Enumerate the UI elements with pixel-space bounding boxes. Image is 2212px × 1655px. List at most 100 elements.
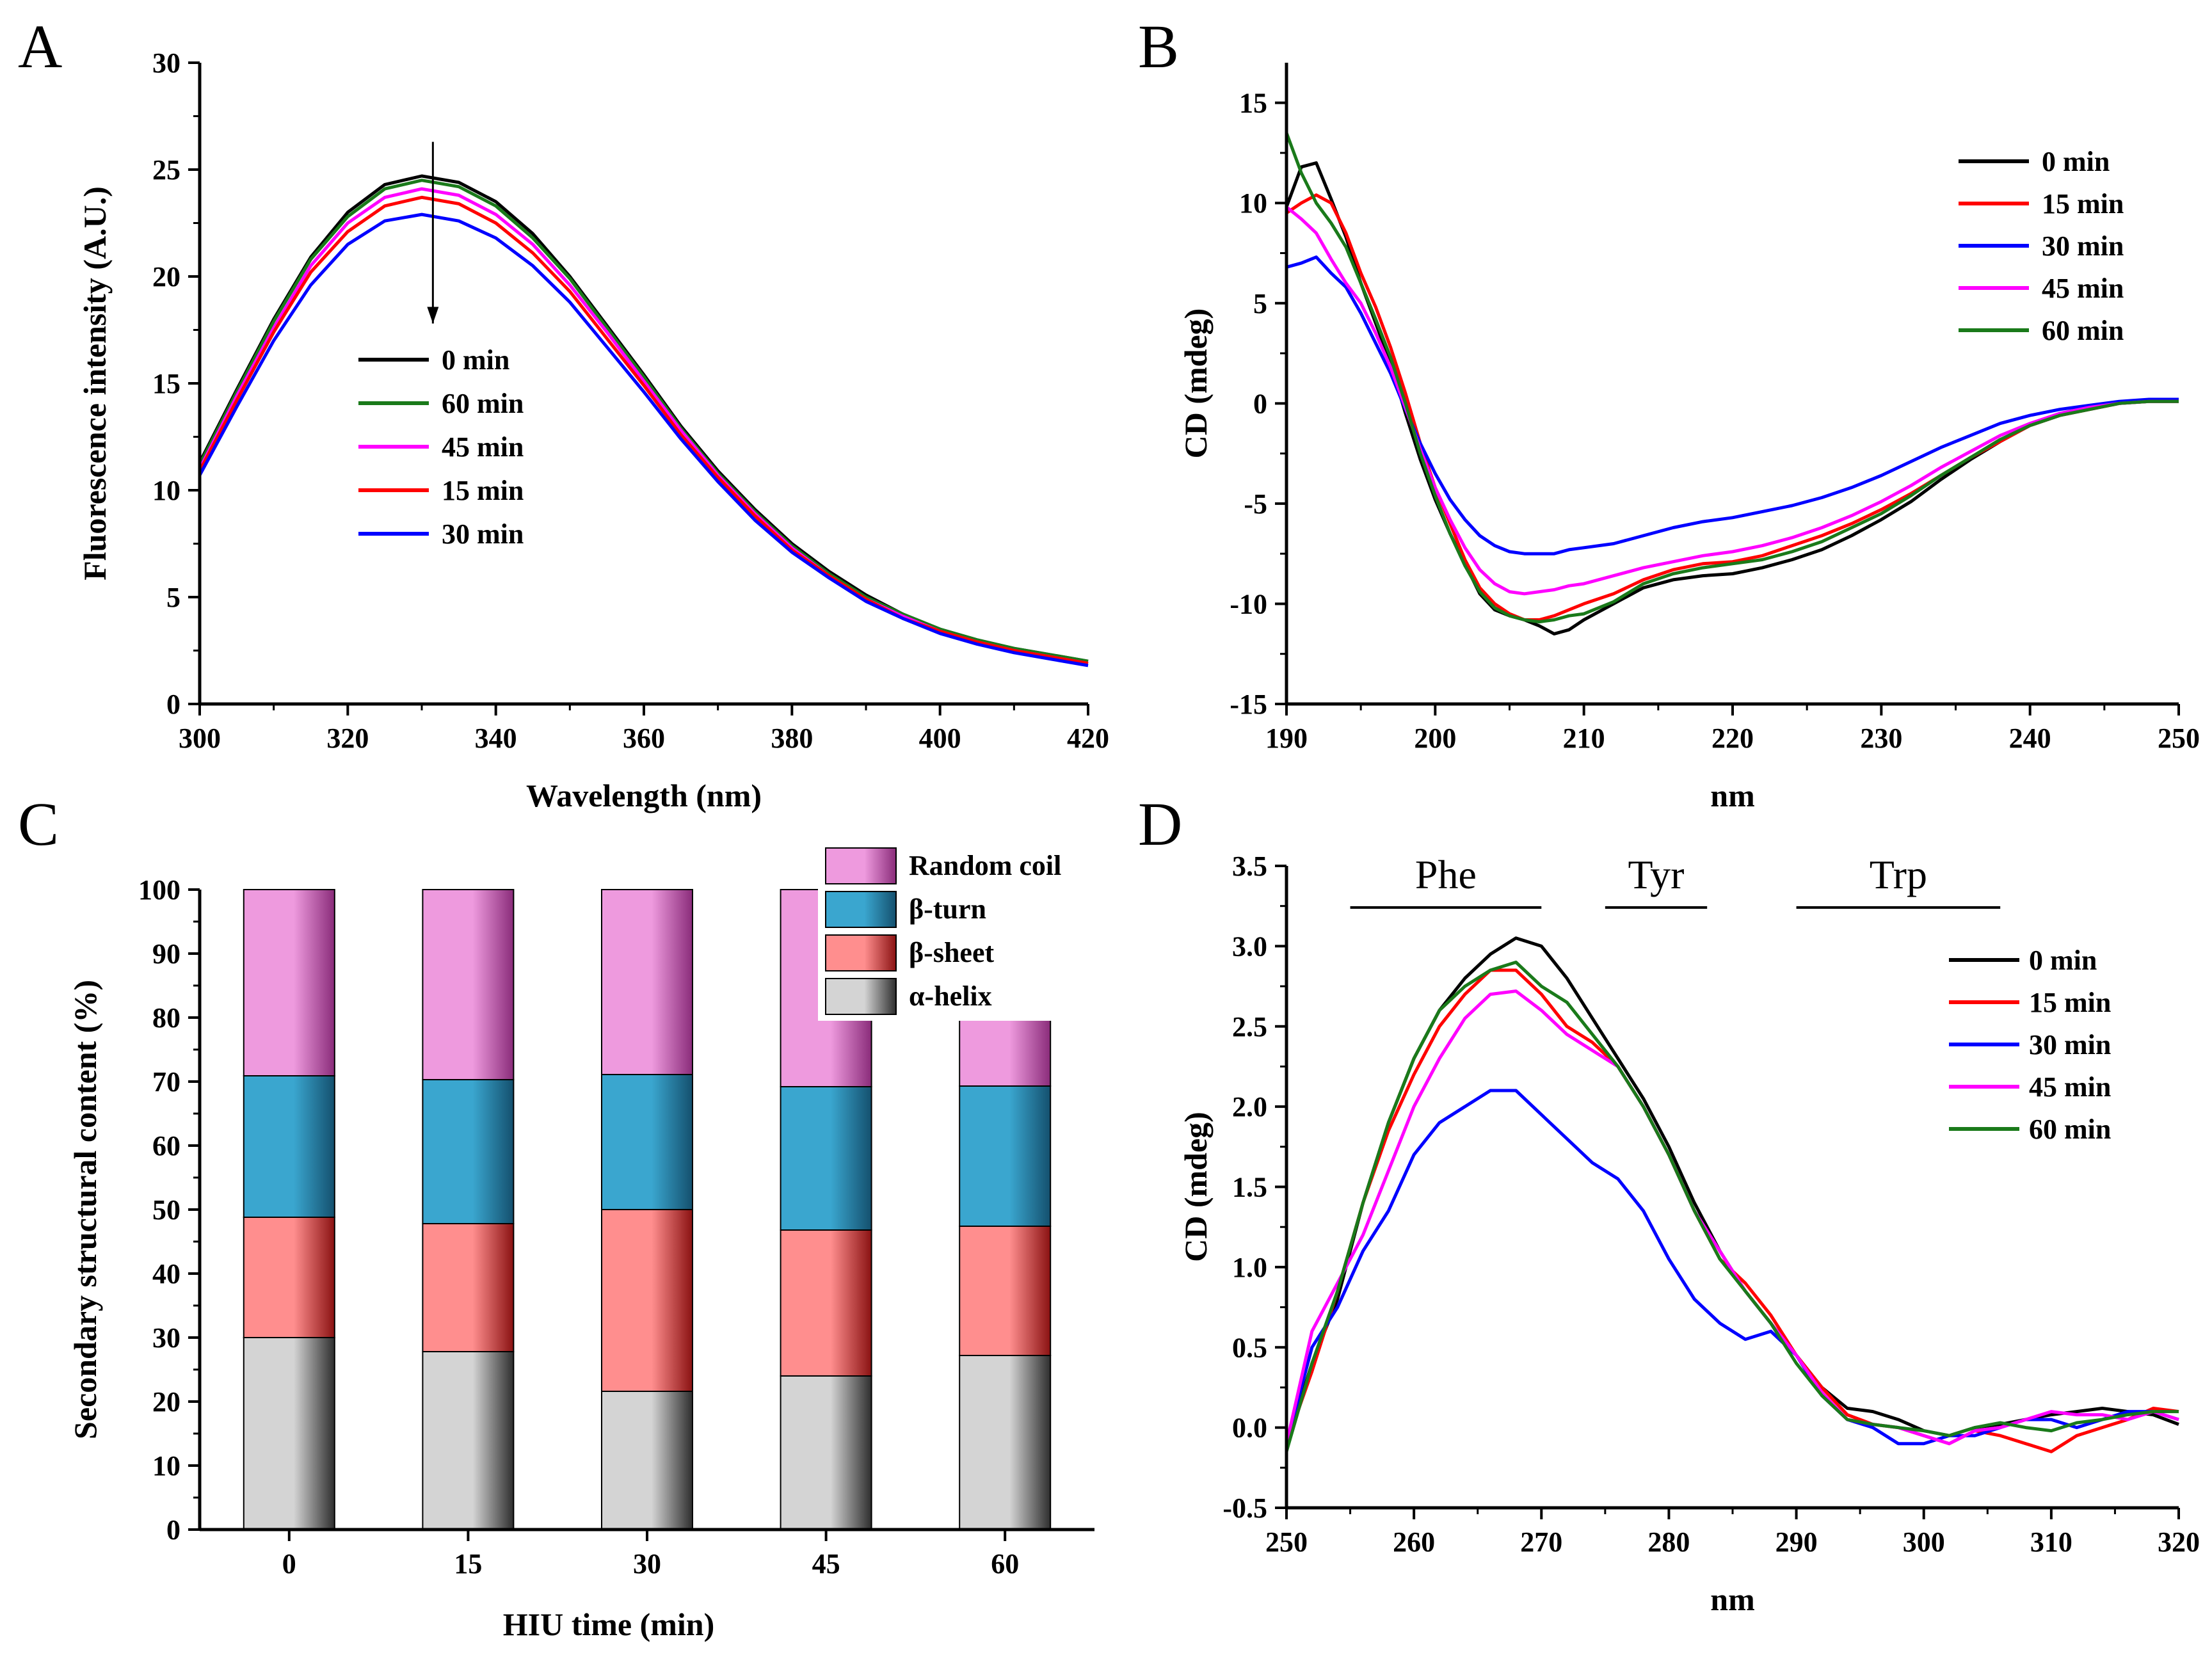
x-tick-label: 190 [1265, 723, 1308, 754]
series-line-d-4 [1285, 961, 2179, 1452]
panel-c-chart: 0 10 20 30 40 50 60 70 80 90 100 0 15 30 45 60 HIU time … [18, 790, 1094, 1642]
panel-a-chart: 300 320 340 360 380 400 420 0 5 10 15 20 25 30 Wavelen… [18, 12, 1109, 813]
y-tick-label: 40 [152, 1258, 180, 1290]
x-tick-label: 400 [919, 723, 961, 754]
y-tick-label: -10 [1230, 588, 1267, 620]
y-axis-label: CD (mdeg) [1178, 1112, 1214, 1262]
x-tick-label: 290 [1775, 1526, 1818, 1558]
x-tick-label: 420 [1067, 723, 1109, 754]
y-tick-label: 50 [152, 1194, 180, 1226]
legend-swatch [825, 934, 897, 971]
legend-label: 15 min [442, 475, 524, 506]
region-label-tyr: Tyr [1628, 852, 1685, 897]
bar-segment [780, 1086, 872, 1231]
legend-label: α-helix [909, 980, 992, 1012]
y-tick-label: -0.5 [1222, 1492, 1267, 1524]
y-tick-label: 80 [152, 1002, 180, 1034]
y-tick-label: 5 [1253, 288, 1267, 319]
series-line-a-3 [198, 195, 1089, 665]
x-tick-label: 260 [1393, 1526, 1435, 1558]
panel-label: A [18, 12, 62, 81]
y-tick-label: 30 [152, 47, 180, 79]
legend-label: 30 min [2029, 1029, 2111, 1060]
legend-label: 60 min [442, 388, 524, 419]
x-tick-label: 240 [2009, 723, 2051, 754]
panel-label: C [18, 790, 59, 858]
legend-label: 30 min [442, 518, 524, 550]
x-tick-label: 320 [2158, 1526, 2200, 1558]
bar-segment [422, 1351, 515, 1530]
bar-segment [780, 1229, 872, 1377]
y-tick-label: 0.5 [1232, 1332, 1267, 1363]
bar-segment [601, 889, 693, 1075]
y-tick-label: 20 [152, 261, 180, 292]
x-tick-label: 250 [1265, 1526, 1308, 1558]
y-tick-label: 90 [152, 938, 180, 970]
legend-label: 15 min [2029, 987, 2111, 1018]
series-line-b-3 [1285, 205, 2179, 596]
x-tick-label: 360 [623, 723, 665, 754]
x-tick-label: 310 [2030, 1526, 2072, 1558]
x-tick-label: 230 [1860, 723, 1902, 754]
legend-swatch [825, 847, 897, 884]
x-tick-label: 280 [1647, 1526, 1690, 1558]
x-tick-label: 30 [633, 1548, 661, 1579]
bar-segment [601, 1209, 693, 1392]
y-tick-label: 20 [152, 1386, 180, 1418]
legend-label: 15 min [2042, 188, 2124, 220]
bar-segment [601, 1074, 693, 1210]
series-line-a-1 [198, 179, 1089, 663]
bar-segment [959, 1355, 1052, 1530]
y-axis-label: Secondary structural content (%) [67, 980, 103, 1439]
x-tick-label: 200 [1414, 723, 1456, 754]
bar-segment [243, 1337, 335, 1530]
legend-label: 60 min [2029, 1114, 2111, 1145]
y-axis-label: Fluorescence intensity (A.U.) [77, 186, 113, 580]
x-axis-label: nm [1710, 778, 1754, 813]
series-line-a-4 [198, 212, 1089, 668]
x-tick-label: 220 [1711, 723, 1754, 754]
bar-segment [243, 1075, 335, 1218]
y-tick-label: 1.5 [1232, 1172, 1267, 1203]
y-tick-label: 0 [166, 1514, 180, 1546]
legend-label: 0 min [2029, 945, 2097, 976]
bar-segment [422, 1079, 515, 1224]
y-tick-label: 3.0 [1232, 931, 1267, 962]
legend-label: 45 min [442, 431, 524, 463]
legend-label: β-turn [909, 893, 986, 925]
y-tick-label: 10 [152, 475, 180, 506]
legend-swatch [825, 978, 897, 1015]
panel-label: B [1138, 12, 1179, 81]
y-tick-label: 0.0 [1232, 1412, 1267, 1444]
legend-label: Random coil [909, 850, 1061, 881]
y-tick-label: 2.0 [1232, 1091, 1267, 1123]
y-axis-label: CD (mdeg) [1178, 308, 1214, 459]
bar-segment [422, 889, 515, 1080]
y-tick-label: 15 [1239, 88, 1267, 119]
y-tick-label: 5 [166, 582, 180, 613]
x-tick-label: 300 [1903, 1526, 1945, 1558]
x-axis-label: nm [1710, 1581, 1754, 1617]
panel-d-chart: 250 260 270 280 290 300 310 320 -0.5 0.0 0.5 1.0 1.5… [1138, 790, 2200, 1617]
bar-segment [601, 1391, 693, 1530]
legend-swatch [825, 891, 897, 928]
x-tick-label: 60 [991, 1548, 1019, 1579]
bar-segment [780, 1375, 872, 1530]
region-label-trp: Trp [1870, 852, 1927, 897]
bar-segment [422, 1223, 515, 1352]
x-tick-label: 250 [2158, 723, 2200, 754]
peak-arrow-head [427, 307, 439, 324]
x-tick-label: 300 [179, 723, 221, 754]
bar-segment [959, 1017, 1052, 1087]
legend-label: 45 min [2029, 1071, 2111, 1103]
panel-label: D [1138, 790, 1182, 858]
legend-label: 45 min [2042, 273, 2124, 304]
x-axis-label: HIU time (min) [503, 1606, 715, 1642]
series-line-d-3 [1285, 989, 2179, 1446]
x-tick-label: 270 [1520, 1526, 1562, 1558]
series-line-b-2 [1286, 255, 2179, 556]
legend-label: β-sheet [909, 937, 994, 968]
y-tick-label: 2.5 [1232, 1011, 1267, 1043]
y-tick-label: 10 [1239, 188, 1267, 219]
legend-label: 0 min [442, 344, 509, 376]
